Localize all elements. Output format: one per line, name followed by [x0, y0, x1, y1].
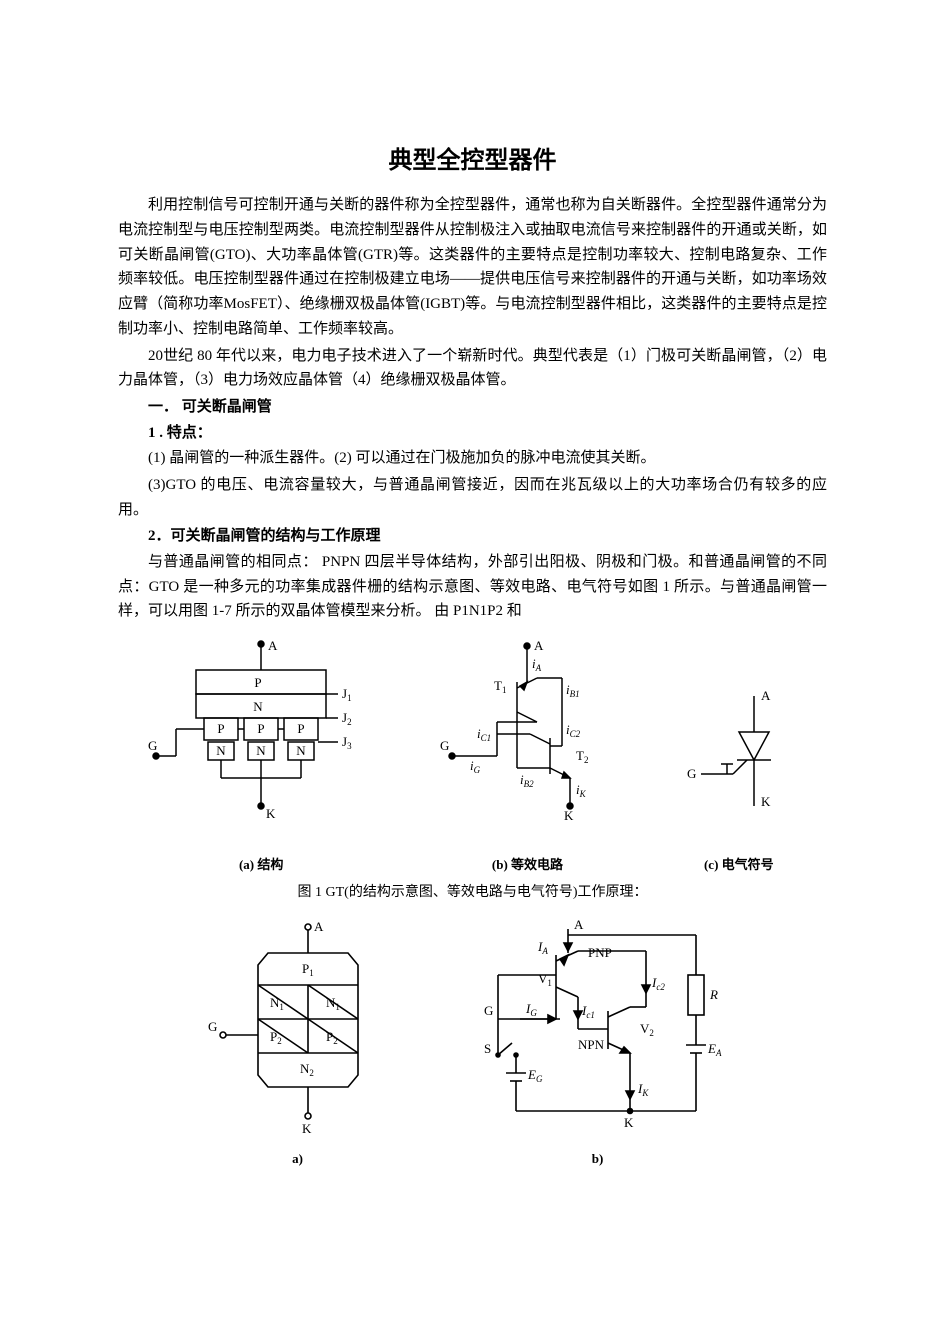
- section-1-point-1: (1) 晶闸管的一种派生器件。(2) 可以通过在门极施加负的脉冲电流使其关断。: [118, 446, 827, 471]
- figure-2a-caption: a): [198, 1151, 398, 1167]
- fig1a-label-G: G: [148, 738, 157, 753]
- fig1b-label-iC2: iC2: [566, 722, 581, 739]
- figure-1-main-caption: 图 1 GT(的结构示意图、等效电路与电气符号)工作原理：: [118, 881, 827, 901]
- fig1b-label-A: A: [534, 638, 544, 653]
- fig1a-label-A: A: [268, 638, 278, 653]
- fig1a-label-P-s2: P: [258, 721, 265, 736]
- intro-paragraph-2: 20世纪 80 年代以来，电力电子技术进入了一个崭新时代。典型代表是（1）门极可…: [118, 344, 827, 394]
- fig2b-label-IK: IK: [637, 1081, 649, 1098]
- fig1c-label-G: G: [687, 766, 696, 781]
- fig2a-label-N1l: N1: [270, 995, 284, 1012]
- fig1b-label-K: K: [564, 808, 574, 823]
- fig2a-label-A: A: [314, 919, 324, 934]
- fig2b-label-R: R: [709, 987, 718, 1002]
- fig1b-label-iC1: iC1: [477, 726, 491, 743]
- fig1a-label-J2: J2: [342, 710, 352, 727]
- fig2b-label-PNP: PNP: [588, 945, 612, 960]
- figure-1a-cell: A P N P P P N N N J1 J2 J3 G K (a) 结构: [146, 638, 376, 873]
- fig2b-label-V1: V1: [538, 971, 552, 988]
- fig2b-label-K: K: [624, 1115, 634, 1130]
- figure-2b-svg: A IA PNP V1 Ic2 Ic1 G IG NPN V2 S EG IK …: [448, 915, 748, 1145]
- fig1b-label-iB1: iB1: [566, 682, 580, 699]
- figure-1c-svg: A G K: [679, 678, 799, 848]
- fig2b-label-A: A: [574, 917, 584, 932]
- fig1c-label-K: K: [761, 794, 771, 809]
- figure-1c-cell: A G K (c) 电气符号: [679, 678, 799, 873]
- section-1-heading: 一． 可关断晶闸管: [118, 395, 827, 421]
- fig2a-label-P2r: P2: [326, 1029, 338, 1046]
- section-1-paragraph-3: 与普通晶闸管的相同点： PNPN 四层半导体结构，外部引出阳极、阴极和门极。和普…: [118, 550, 827, 624]
- fig1b-label-iA: iA: [532, 656, 542, 673]
- fig2a-label-P1: P1: [302, 961, 314, 978]
- figure-1b-svg: A iA T1 iB1 iC1 iC2 G iG iB2 T2 iK K: [432, 638, 622, 848]
- fig2b-label-EA: EA: [707, 1041, 722, 1058]
- fig2b-label-IA: IA: [537, 939, 548, 956]
- fig1a-label-P-s3: P: [298, 721, 305, 736]
- fig1a-label-N-s3: N: [296, 743, 306, 758]
- page-title: 典型全控型器件: [118, 140, 827, 175]
- figure-1c-caption: (c) 电气符号: [679, 854, 799, 873]
- figure-2-row: A P1 N1 N1 P2 P2 N2 G K a): [118, 915, 827, 1167]
- figure-1a-svg: A P N P P P N N N J1 J2 J3 G K: [146, 638, 376, 848]
- figure-2a-svg: A P1 N1 N1 P2 P2 N2 G K: [198, 915, 398, 1145]
- fig1b-label-iB2: iB2: [520, 772, 534, 789]
- fig2b-label-Ic2: Ic2: [651, 975, 665, 992]
- fig1a-label-N-s2: N: [256, 743, 266, 758]
- fig2b-label-S: S: [484, 1041, 491, 1056]
- fig2b-label-V2: V2: [640, 1021, 654, 1038]
- fig1a-label-N-s1: N: [216, 743, 226, 758]
- fig1a-label-P-s1: P: [218, 721, 225, 736]
- fig2b-label-G: G: [484, 1003, 493, 1018]
- intro-paragraph-1: 利用控制信号可控制开通与关断的器件称为全控型器件，通常也称为自关断器件。全控型器…: [118, 193, 827, 342]
- figure-1b-caption: (b) 等效电路: [432, 854, 622, 873]
- figure-1a-caption: (a) 结构: [146, 854, 376, 873]
- section-1-sub1: 1 . 特点：: [118, 421, 827, 447]
- fig2b-label-EG: EG: [527, 1067, 543, 1084]
- fig1b-label-T1: T1: [494, 678, 506, 695]
- figure-1b-cell: A iA T1 iB1 iC1 iC2 G iG iB2 T2 iK K (b)…: [432, 638, 622, 873]
- figure-2b-cell: A IA PNP V1 Ic2 Ic1 G IG NPN V2 S EG IK …: [448, 915, 748, 1167]
- fig2a-label-N2: N2: [300, 1061, 314, 1078]
- fig2a-label-K: K: [302, 1121, 312, 1136]
- figure-2b-caption: b): [448, 1151, 748, 1167]
- fig2a-label-G: G: [208, 1019, 217, 1034]
- fig1a-label-J1: J1: [342, 686, 352, 703]
- fig1a-label-K: K: [266, 806, 276, 821]
- fig1a-label-N-top: N: [253, 699, 263, 714]
- section-1-sub2: 2．可关断晶闸管的结构与工作原理: [118, 524, 827, 550]
- fig2a-label-N1r: N1: [326, 995, 340, 1012]
- fig2b-label-IG: IG: [525, 1001, 537, 1018]
- fig1a-label-J3: J3: [342, 734, 352, 751]
- figure-2a-cell: A P1 N1 N1 P2 P2 N2 G K a): [198, 915, 398, 1167]
- fig1b-label-G: G: [440, 738, 449, 753]
- fig2b-label-NPN: NPN: [578, 1037, 605, 1052]
- fig1a-label-P: P: [255, 675, 262, 690]
- fig2a-label-P2l: P2: [270, 1029, 282, 1046]
- fig1c-label-A: A: [761, 688, 771, 703]
- fig1b-label-T2: T2: [576, 748, 588, 765]
- fig2b-label-Ic1: Ic1: [581, 1003, 595, 1020]
- fig1b-label-iG: iG: [470, 758, 481, 775]
- section-1-point-2: (3)GTO 的电压、电流容量较大，与普通晶闸管接近，因而在兆瓦级以上的大功率场…: [118, 473, 827, 523]
- figure-1-row: A P N P P P N N N J1 J2 J3 G K (a) 结构: [118, 638, 827, 873]
- fig1b-label-iK: iK: [576, 782, 587, 799]
